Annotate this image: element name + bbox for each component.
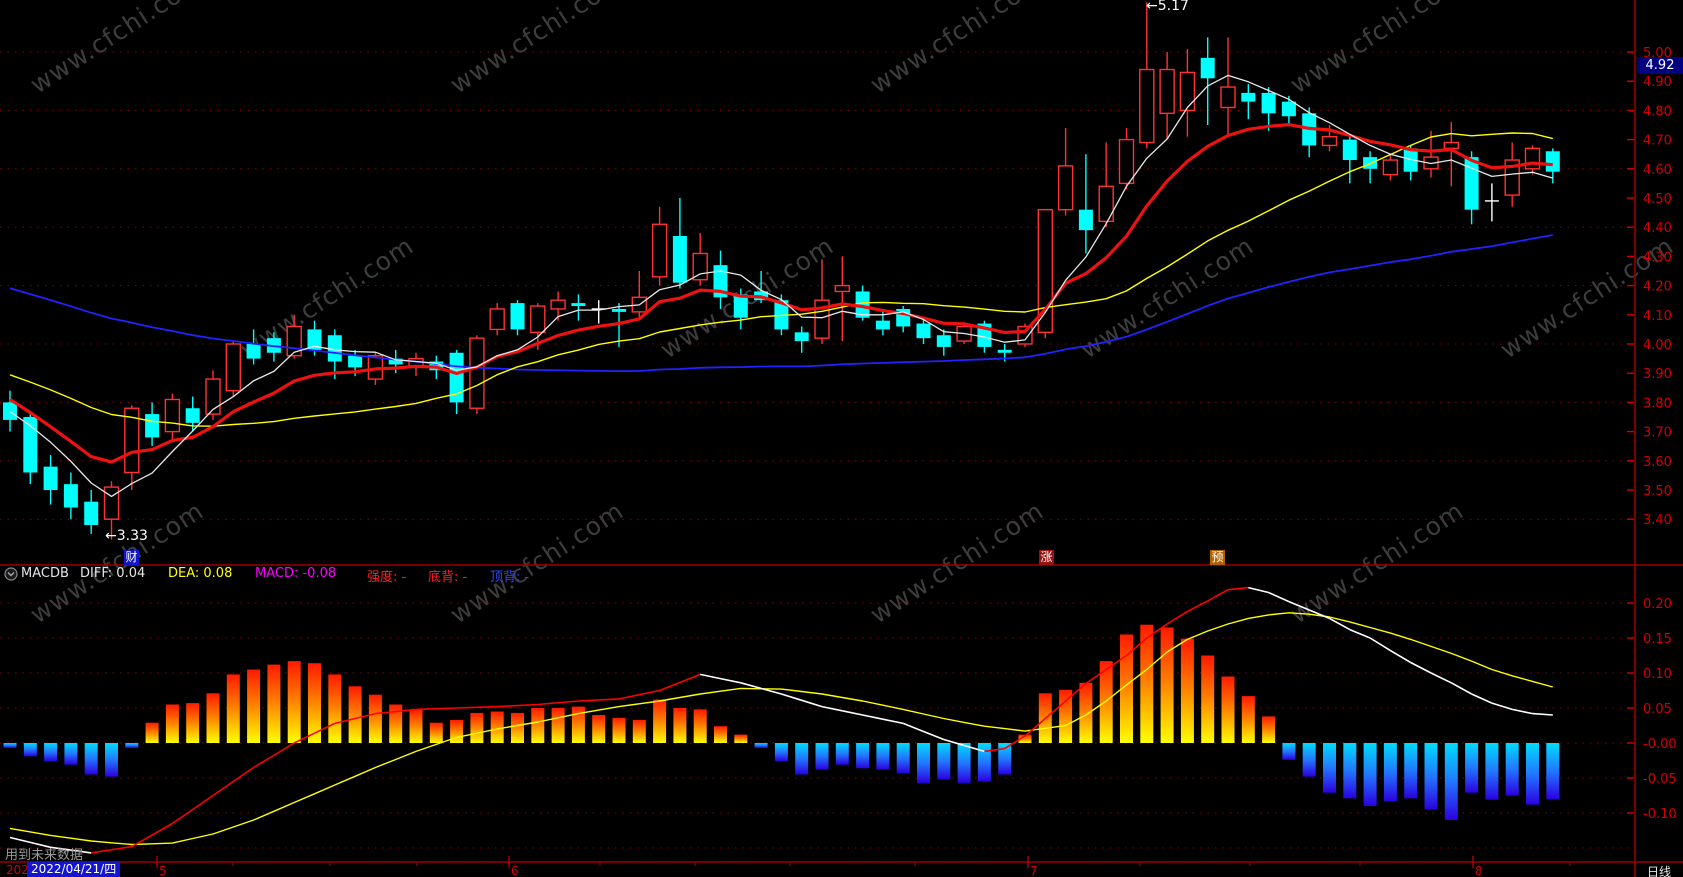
arrow-left-icon: ←: [105, 528, 117, 544]
macd-axis-label: 0.10: [1643, 667, 1672, 682]
time-axis-ticks-layer: [59, 856, 1571, 868]
low-price-value: 3.33: [116, 528, 148, 544]
macd-axis-label: -0.05: [1643, 772, 1677, 787]
month-label: 6: [511, 864, 519, 877]
month-label: 7: [1030, 864, 1038, 877]
month-label: 5: [159, 864, 167, 877]
price-axis-label: 4.80: [1643, 104, 1672, 119]
macd-value: MACD: -0.08: [255, 566, 337, 581]
price-axis-label: 4.50: [1643, 192, 1672, 207]
price-badge: 4.92: [1637, 57, 1683, 74]
year-label: 202: [6, 863, 29, 877]
annotation-high-price: ←5.17: [1146, 0, 1189, 14]
marker-yu[interactable]: 预: [1210, 550, 1225, 565]
dea-value: DEA: 0.08: [168, 566, 233, 581]
month-label: 8: [1475, 864, 1483, 877]
collapse-icon[interactable]: [4, 567, 18, 581]
indicator-row: MACDB DIFF: 0.04 DEA: 0.08 MACD: -0.08 强…: [0, 565, 1635, 585]
bottom-axis-bar: 202 2022/04/21/四 5 6 7 8 日线: [0, 862, 1683, 877]
price-axis-label: 4.20: [1643, 280, 1672, 295]
period-label[interactable]: 日线: [1647, 865, 1672, 877]
price-axis-label: 3.50: [1643, 484, 1672, 499]
price-axis-label: 4.90: [1643, 75, 1672, 90]
macd-axis-layer: 0.20 0.15 0.10 0.05 -0.00 -0.05 -0.10: [1627, 597, 1677, 822]
macd-axis-label: 0.20: [1643, 597, 1672, 612]
bottom-divergence-value: 底背: -: [428, 570, 468, 585]
macd-lines-layer: [9, 586, 1553, 854]
price-axis-label: 3.80: [1643, 396, 1672, 411]
price-axis-label: 4.60: [1643, 163, 1672, 178]
top-divergence-value: 顶背: -: [490, 570, 530, 585]
macd-axis-label: 0.05: [1643, 702, 1672, 717]
price-axis-label: 3.40: [1643, 513, 1672, 528]
price-axis-label: 3.60: [1643, 455, 1672, 470]
indicator-name[interactable]: MACDB: [21, 566, 69, 581]
price-axis-label: 4.70: [1643, 134, 1672, 149]
arrow-left-icon: ←: [1146, 0, 1158, 14]
diff-value: DIFF: 0.04: [80, 566, 146, 581]
price-axis-label: 4.10: [1643, 309, 1672, 324]
macd-axis-label: 0.15: [1643, 632, 1672, 647]
date-box[interactable]: 2022/04/21/四: [27, 862, 121, 877]
macd-axis-label: -0.00: [1643, 737, 1677, 752]
price-axis-layer: 5.004.904.804.704.604.504.404.304.204.10…: [1627, 46, 1672, 528]
annotation-low-price: ←3.33: [105, 528, 148, 544]
future-data-note: 用到未来数据: [5, 848, 84, 863]
marker-zhang[interactable]: 涨: [1039, 550, 1054, 565]
price-axis-label: 3.90: [1643, 367, 1672, 382]
price-axis-label: 4.40: [1643, 221, 1672, 236]
candles-layer: [3, 2, 1560, 540]
high-price-value: 5.17: [1157, 0, 1189, 14]
strength-value: 强度: -: [367, 570, 407, 585]
macd-axis-label: -0.10: [1643, 807, 1677, 822]
price-axis-label: 4.00: [1643, 338, 1672, 353]
price-axis-label: 4.30: [1643, 250, 1672, 265]
ma-lines-layer: [9, 74, 1553, 498]
macd-histogram-layer: [3, 624, 1560, 820]
price-axis-label: 3.70: [1643, 426, 1672, 441]
marker-cai[interactable]: 财: [124, 550, 139, 565]
